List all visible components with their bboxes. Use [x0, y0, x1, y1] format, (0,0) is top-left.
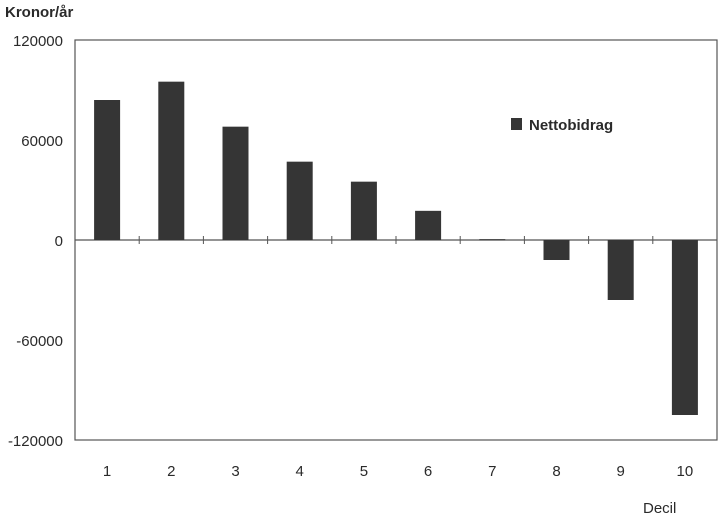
bar: [479, 239, 506, 241]
bar: [415, 210, 442, 240]
bar: [158, 81, 185, 241]
legend: Nettobidrag: [511, 117, 613, 134]
x-tick-label: 8: [552, 463, 560, 480]
x-tick-label: 10: [677, 463, 694, 480]
bar: [607, 240, 634, 300]
x-tick-label: 7: [488, 463, 496, 480]
bar: [286, 161, 313, 240]
y-tick-label: -60000: [16, 333, 63, 350]
bar: [222, 126, 249, 240]
x-tick-label: 1: [103, 463, 111, 480]
x-tick-label: 3: [231, 463, 239, 480]
legend-swatch: [511, 118, 522, 130]
bar: [671, 240, 698, 415]
bar: [350, 181, 377, 240]
x-axis-tick-labels: 1 2 3 4 5 6 7 8 9 10: [103, 463, 693, 480]
y-tick-label: 120000: [13, 33, 63, 50]
x-tick-label: 6: [424, 463, 432, 480]
x-tick-label: 4: [296, 463, 304, 480]
x-axis-ticks: [138, 236, 654, 244]
bar: [94, 100, 121, 240]
y-axis-ticks: 120000 60000 0 -60000 -120000: [8, 33, 63, 450]
y-tick-label: -120000: [8, 433, 63, 450]
bars: [94, 81, 698, 415]
bar: [543, 240, 570, 260]
legend-label: Nettobidrag: [529, 117, 613, 134]
x-tick-label: 2: [167, 463, 175, 480]
y-tick-label: 60000: [21, 133, 63, 150]
y-axis-label: Kronor/år: [5, 4, 74, 21]
x-axis-label: Decil: [643, 500, 676, 514]
y-tick-label: 0: [55, 233, 63, 250]
x-tick-label: 9: [617, 463, 625, 480]
x-tick-label: 5: [360, 463, 368, 480]
